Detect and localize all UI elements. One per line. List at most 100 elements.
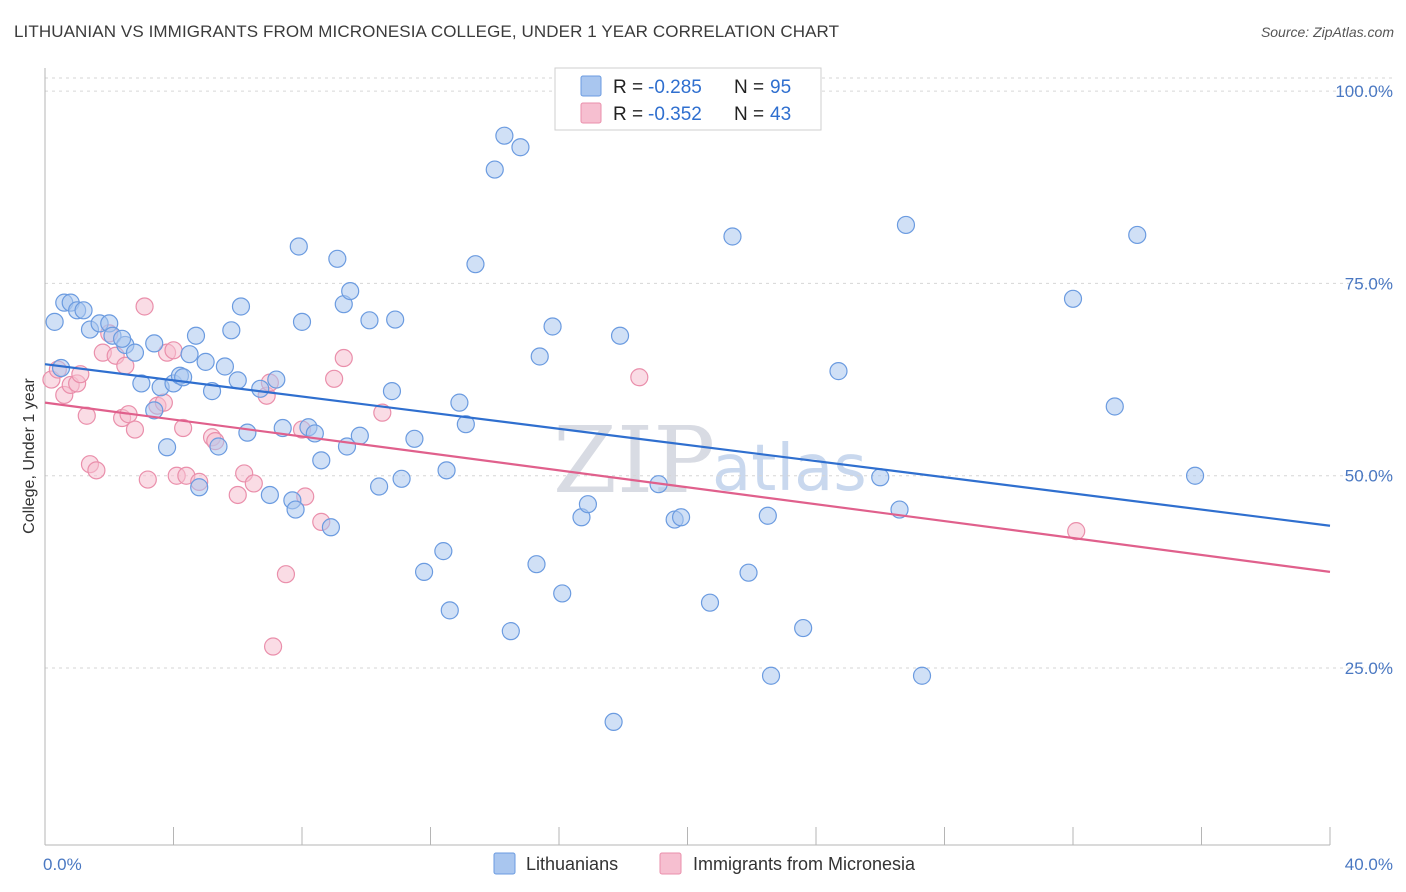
trend-line-lithuanians: [44, 363, 1331, 527]
lithuanian-point: [414, 562, 434, 581]
lithuanian-point: [794, 618, 813, 638]
legend-top: R = -0.285 N = 95 R = -0.352 N = 43: [554, 67, 822, 131]
micronesia-point: [125, 420, 145, 439]
lithuanian-point: [289, 237, 308, 256]
micronesia-point: [174, 418, 193, 438]
lithuanian-point: [186, 326, 206, 345]
lithuanian-point: [530, 347, 549, 366]
y-tick-label: 100.0%: [1335, 82, 1393, 101]
lithuanian-point: [341, 281, 360, 301]
legend-bottom: Lithuanians Immigrants from Micronesia: [493, 852, 916, 875]
trend-lines: [44, 363, 1331, 573]
lithuanian-point: [125, 343, 145, 362]
lithuanian-point: [466, 255, 485, 274]
lithuanian-point: [1128, 225, 1147, 245]
lithuanian-point: [700, 593, 720, 612]
lithuanian-point: [1063, 289, 1083, 308]
y-axis-label: College, Under 1 year: [21, 378, 38, 534]
legend-swatch-lithuanians: [580, 75, 602, 97]
watermark-zip: ZIP: [553, 407, 715, 514]
micronesia-point: [630, 368, 649, 387]
lithuanian-point: [328, 249, 347, 268]
lithuanian-point: [386, 310, 405, 329]
micronesia-point: [228, 485, 247, 505]
lithuanian-point: [286, 500, 305, 519]
lithuanian-point: [312, 451, 331, 470]
legend-n-value-2: 43: [770, 104, 791, 125]
watermark: ZIP atlas: [553, 407, 867, 514]
micronesia-point: [135, 297, 154, 316]
lithuanian-point: [871, 468, 890, 487]
micronesia-point: [1067, 522, 1086, 541]
lithuanian-point: [231, 297, 251, 316]
lithuanian-point: [215, 357, 234, 376]
legend-bottom-swatch-lithuanians: [493, 852, 516, 875]
lithuanian-point: [145, 401, 164, 420]
lithuanian-point: [543, 317, 562, 336]
lithuanian-point: [450, 393, 469, 412]
legend-bottom-label-micronesia: Immigrants from Micronesia: [693, 854, 916, 874]
lithuanian-point: [209, 437, 228, 456]
micronesia-point: [263, 637, 283, 656]
lithuanian-point: [912, 666, 932, 685]
lithuanian-point: [180, 345, 199, 364]
lithuanian-point: [440, 601, 459, 620]
lithuanian-point: [456, 415, 475, 434]
lithuanian-point: [501, 622, 520, 641]
lithuanian-point: [392, 469, 411, 488]
lithuanian-point: [157, 438, 177, 457]
micronesia-point: [87, 461, 106, 480]
lithuanian-point: [382, 382, 402, 401]
lithuanian-point: [267, 370, 286, 389]
lithuanian-point: [202, 382, 222, 401]
legend-r-label-2: R =: [613, 104, 643, 125]
legend-bottom-swatch-micronesia: [659, 852, 682, 875]
lithuanian-point: [45, 312, 64, 331]
lithuanian-point: [145, 334, 164, 353]
lithuanian-point: [251, 379, 270, 398]
lithuanian-point: [485, 160, 504, 179]
watermark-atlas: atlas: [712, 432, 867, 506]
y-tick-label: 25.0%: [1345, 659, 1393, 678]
lithuanian-point: [190, 478, 209, 497]
lithuanian-point: [511, 138, 530, 157]
lithuanian-point: [228, 371, 247, 390]
legend-r-value-1: -0.285: [648, 77, 702, 98]
lithuanian-point: [273, 418, 292, 438]
lithuanian-point: [723, 227, 742, 246]
legend-n-value-1: 95: [770, 77, 791, 98]
lithuanian-point: [604, 712, 623, 732]
lithuanian-point: [196, 352, 215, 371]
lithuanian-point: [896, 215, 916, 235]
lithuanian-point: [321, 518, 341, 537]
legend-n-label-2: N =: [734, 104, 764, 125]
lithuanian-point: [671, 508, 691, 527]
lithuanian-point: [74, 301, 93, 320]
y-tick-label: 50.0%: [1345, 467, 1393, 486]
gridlines: [45, 77, 1392, 669]
lithuanian-point: [739, 563, 758, 582]
lithuanian-point: [292, 312, 312, 331]
x-tick-label-min: 0.0%: [43, 855, 82, 874]
lithuanian-point: [222, 321, 241, 340]
source-credit: Source: ZipAtlas.com: [1260, 24, 1394, 40]
lithuanian-point: [360, 311, 379, 330]
legend-swatch-micronesia: [580, 102, 602, 124]
micronesia-point: [138, 470, 157, 489]
legend-n-label-1: N =: [734, 77, 764, 98]
lithuanian-point: [495, 126, 514, 145]
lithuanian-point: [610, 326, 630, 345]
lithuanian-point: [527, 555, 546, 574]
micronesia-point: [164, 341, 183, 360]
micronesia-point: [373, 403, 392, 422]
micronesia-point: [325, 369, 344, 388]
lithuanian-point: [1105, 397, 1124, 416]
lithuanian-point: [758, 506, 777, 525]
trend-line-micronesia: [44, 401, 1331, 573]
lithuanian-point: [370, 477, 389, 496]
lithuanian-point: [761, 666, 781, 685]
y-tick-label: 75.0%: [1345, 274, 1393, 293]
lithuanian-point: [112, 329, 132, 348]
chart-title: LITHUANIAN VS IMMIGRANTS FROM MICRONESIA…: [14, 22, 840, 41]
